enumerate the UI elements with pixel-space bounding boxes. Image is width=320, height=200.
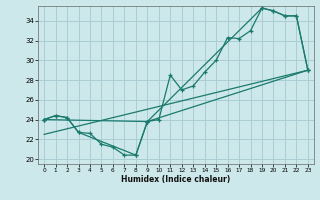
X-axis label: Humidex (Indice chaleur): Humidex (Indice chaleur): [121, 175, 231, 184]
